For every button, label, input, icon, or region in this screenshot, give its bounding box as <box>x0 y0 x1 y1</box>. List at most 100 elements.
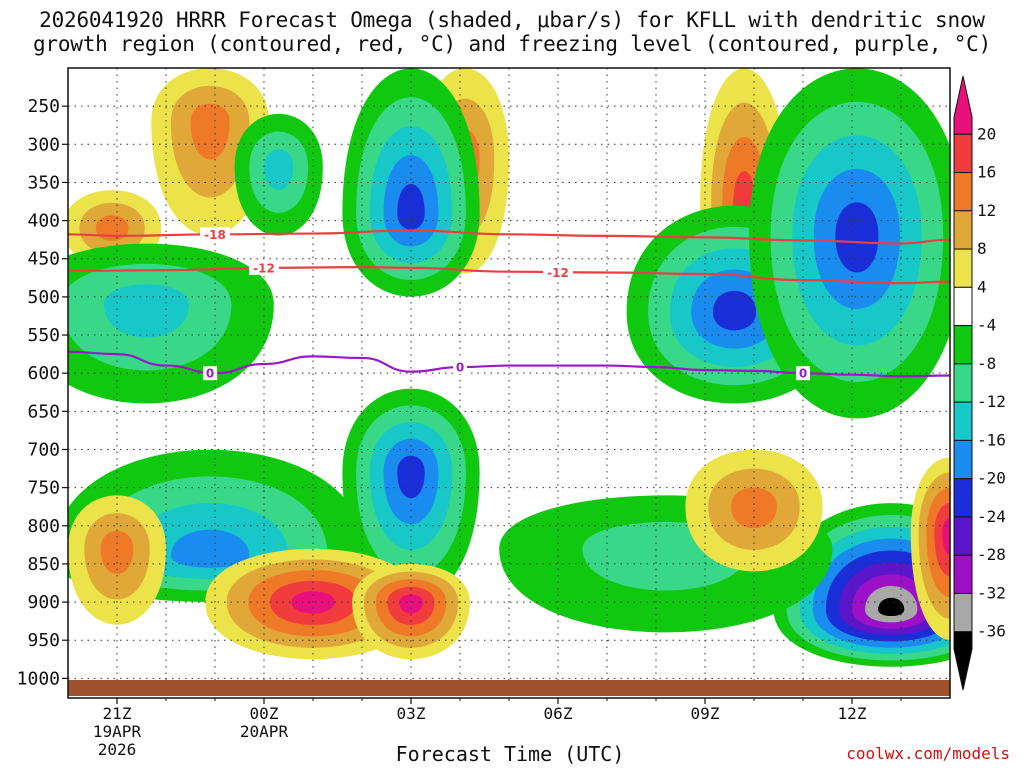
y-tick-label: 250 <box>27 96 60 117</box>
x-tick-date: 19APR <box>93 722 142 741</box>
contour-label-bg <box>200 227 230 242</box>
colorbar-segment <box>953 210 973 250</box>
contour-label: 0 <box>206 367 214 381</box>
colorbar-segment <box>953 439 973 480</box>
colorbar-segment <box>953 248 973 288</box>
omega-feature-11 <box>773 503 950 667</box>
contour-label-bg <box>453 360 467 375</box>
omega-band <box>399 594 423 614</box>
contour-labels: -18 -12 -12 0 0 0 <box>200 227 810 381</box>
colorbar-label: -12 <box>977 392 1006 411</box>
omega-band <box>100 530 134 575</box>
colorbar-segment <box>953 133 973 174</box>
colorbar-segment <box>953 478 973 518</box>
colorbar-segment <box>953 401 973 441</box>
contour-label: -12 <box>253 261 275 275</box>
colorbar-label: -4 <box>977 316 996 335</box>
omega-band <box>397 455 425 499</box>
contour-label: 0 <box>799 367 807 381</box>
omega-feature-17 <box>910 457 950 640</box>
y-tick-label: 500 <box>27 287 60 308</box>
contour-label: 0 <box>456 361 464 375</box>
y-tick-label: 750 <box>27 478 60 499</box>
colorbar-segment <box>953 516 973 556</box>
y-tick-label: 800 <box>27 516 60 537</box>
y-axis: 250 300 350 400 450 500 550 600 650 700 750 800 850 9… <box>17 96 68 689</box>
y-tick-label: 300 <box>27 134 60 155</box>
y-tick-label: 650 <box>27 401 60 422</box>
y-tick-label: 950 <box>27 630 60 651</box>
omega-band <box>942 518 950 555</box>
x-axis-label: Forecast Time (UTC) <box>395 742 625 766</box>
colorbar-label: 4 <box>977 277 987 296</box>
omega-feature-9 <box>342 388 480 602</box>
colorbar-segment <box>953 554 973 594</box>
x-tick-label: 00Z <box>250 704 279 723</box>
omega-band <box>397 184 425 230</box>
omega-feature-8 <box>749 68 950 419</box>
y-tick-label: 700 <box>27 439 60 460</box>
contour-label-bg <box>543 265 573 280</box>
y-tick-label: 450 <box>27 249 60 270</box>
omega-band <box>878 597 905 617</box>
omega-band <box>712 290 756 331</box>
x-tick-label: 21Z <box>103 704 132 723</box>
x-tick-date: 20APR <box>240 722 289 741</box>
colorbar-label: -24 <box>977 507 1006 526</box>
chart-title-line-2: growth region (contoured, red, °C) and f… <box>32 32 992 56</box>
colorbar-label: 8 <box>977 239 987 258</box>
credit-link[interactable]: coolwx.com/models <box>846 744 1010 763</box>
colorbar-segment <box>953 325 973 365</box>
omega-feature-4 <box>342 68 480 297</box>
contour-label-bg <box>203 366 218 381</box>
colorbar-label: -32 <box>977 583 1006 602</box>
colorbar-segment <box>953 363 973 403</box>
colorbar-label: -36 <box>977 622 1006 641</box>
y-tick-label: 600 <box>27 363 60 384</box>
omega-band <box>190 103 230 160</box>
colorbar-label: -8 <box>977 354 996 373</box>
contour-label-bg <box>249 260 279 275</box>
colorbar-bottom-arrow <box>953 631 973 691</box>
y-tick-label: 850 <box>27 554 60 575</box>
x-tick-label: 06Z <box>544 704 573 723</box>
omega-band <box>95 215 129 241</box>
omega-band <box>835 202 879 273</box>
y-tick-label: 900 <box>27 592 60 613</box>
contour-label: -18 <box>204 228 226 242</box>
y-tick-label: 400 <box>27 211 60 232</box>
colorbar-segment <box>953 172 973 212</box>
colorbar-label: 12 <box>977 201 996 220</box>
chart-title-line-1: 2026041920 HRRR Forecast Omega (shaded, … <box>39 8 985 32</box>
colorbar-label: -16 <box>977 430 1006 449</box>
omega-band <box>731 487 777 529</box>
omega-feature-6 <box>68 243 274 404</box>
colorbar-label: 20 <box>977 124 996 143</box>
x-tick-label: 03Z <box>397 704 426 723</box>
colorbar-segment <box>953 286 973 327</box>
omega-feature-0 <box>151 68 269 236</box>
y-tick-label: 550 <box>27 325 60 346</box>
y-tick-label: 1000 <box>17 668 60 689</box>
omega-band <box>103 284 189 338</box>
omega-band <box>264 149 294 191</box>
x-tick-year: 2026 <box>98 740 137 759</box>
x-tick-label: 12Z <box>838 704 867 723</box>
colorbar-segment <box>953 592 973 633</box>
ground-surface <box>68 680 950 696</box>
contour-label-bg <box>796 366 810 381</box>
omega-feature-5 <box>234 113 323 236</box>
x-tick-label: 09Z <box>691 704 720 723</box>
colorbar-top-arrow <box>953 75 973 135</box>
colorbar-label: -20 <box>977 469 1006 488</box>
colorbar: 20 16 12 8 4 -4 -8 -12 -16 -20 -24 -28 -32 -36 <box>953 75 1006 691</box>
contour-label: -12 <box>547 266 569 280</box>
grid-lines <box>68 68 950 698</box>
colorbar-label: -28 <box>977 545 1006 564</box>
colorbar-label: 16 <box>977 163 996 182</box>
y-tick-label: 350 <box>27 172 60 193</box>
omega-band <box>170 529 250 568</box>
contour-dendritic-bottom <box>68 266 950 285</box>
